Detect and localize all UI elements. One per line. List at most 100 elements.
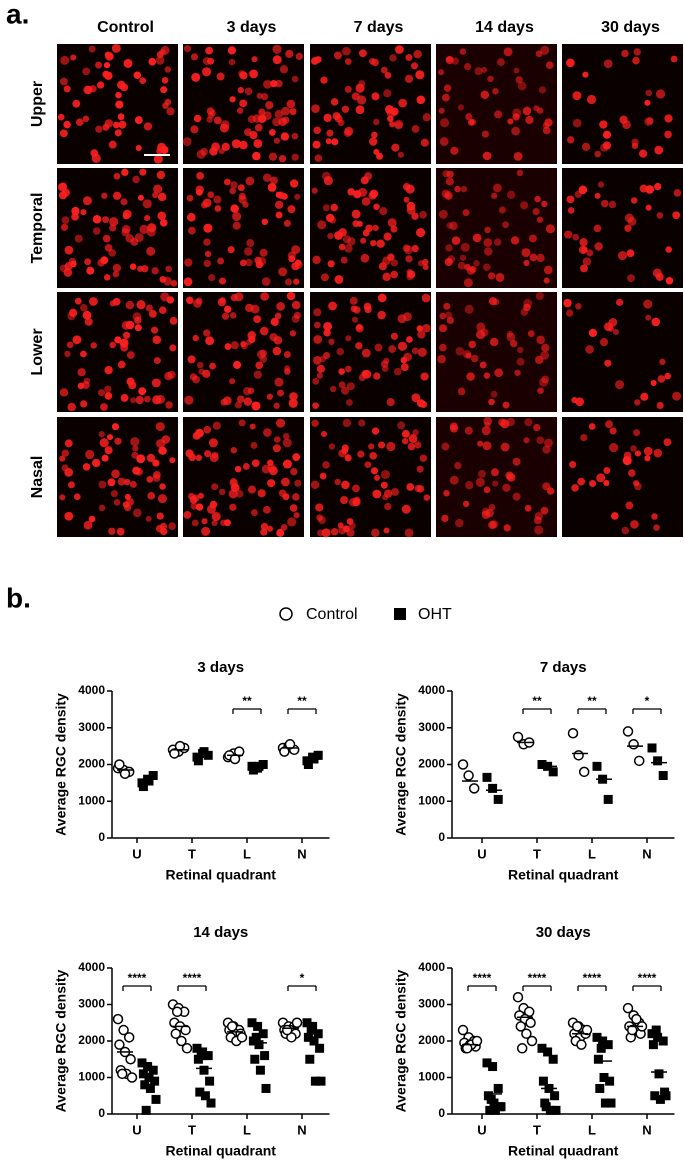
cell [415, 70, 425, 80]
cell [406, 269, 413, 276]
cell [481, 426, 491, 436]
cell [492, 480, 499, 487]
cell [112, 270, 120, 278]
cell [59, 388, 69, 397]
cell [405, 255, 413, 263]
cell [245, 303, 254, 313]
cell [60, 223, 69, 231]
cell [621, 526, 630, 535]
cell [290, 468, 298, 476]
cell [186, 296, 194, 305]
cell [507, 118, 514, 125]
cell [129, 481, 137, 488]
cell [326, 129, 334, 137]
cell [118, 120, 127, 129]
micrograph-background [436, 292, 557, 412]
cell [663, 438, 672, 447]
data-point [512, 991, 524, 1003]
cell [633, 48, 641, 56]
cell [239, 71, 248, 80]
cell [462, 209, 470, 217]
cell [121, 228, 130, 237]
cell [280, 132, 290, 141]
cell [437, 69, 445, 76]
cell [122, 501, 130, 508]
data-point [512, 731, 524, 743]
data-point [463, 770, 474, 781]
cell [220, 519, 227, 526]
cell [381, 365, 389, 372]
cell [401, 429, 410, 438]
cell [188, 226, 196, 235]
cell [542, 126, 551, 135]
cell [579, 238, 588, 247]
cell [512, 492, 521, 501]
significance-label: **** [128, 971, 147, 985]
data-point [543, 1047, 553, 1057]
cell [515, 76, 523, 84]
cell [242, 386, 252, 396]
cell [256, 92, 263, 99]
cell [496, 58, 505, 67]
cell [236, 395, 245, 403]
cell [95, 61, 103, 69]
cell [80, 350, 87, 358]
data-point [578, 766, 590, 778]
cell [74, 297, 82, 305]
cell [119, 338, 129, 348]
cell [239, 259, 247, 267]
cell [239, 99, 248, 108]
cell [230, 204, 239, 213]
cell [460, 185, 468, 193]
data-point [541, 1102, 551, 1112]
cell [659, 358, 666, 366]
cell [263, 428, 272, 437]
data-point [526, 1035, 538, 1047]
data-point [176, 1035, 187, 1047]
cell [463, 278, 473, 288]
cell [520, 201, 529, 210]
cell [373, 118, 380, 126]
cell [240, 340, 247, 348]
cell [406, 201, 416, 211]
cell [488, 520, 497, 530]
cell [540, 506, 549, 515]
cell [582, 71, 589, 78]
cell [270, 79, 278, 88]
cell [211, 483, 219, 491]
cell [498, 206, 506, 214]
cell [92, 458, 101, 468]
cell [275, 211, 283, 219]
cell [344, 244, 353, 253]
cell [586, 249, 594, 257]
cell [218, 277, 226, 285]
cell [317, 529, 324, 537]
cell [609, 427, 617, 435]
micrograph [436, 168, 557, 288]
cell [312, 140, 321, 149]
cell [60, 77, 68, 86]
cell [479, 361, 487, 369]
chart-title: 7 days [540, 659, 587, 676]
cell [113, 172, 121, 180]
legend-label: OHT [418, 606, 452, 623]
cell [543, 277, 550, 284]
cell [338, 368, 346, 375]
cell [564, 230, 573, 239]
data-point [118, 1024, 129, 1036]
cell [139, 224, 149, 234]
cell [211, 511, 221, 522]
cell [464, 426, 473, 435]
cell [263, 505, 271, 514]
cell [630, 520, 639, 529]
cell [67, 312, 76, 321]
cell [164, 66, 172, 73]
cell [360, 237, 367, 244]
cell [650, 380, 657, 387]
cell [516, 169, 524, 177]
chart-title: 3 days [197, 659, 244, 676]
cell [383, 89, 392, 98]
cell [580, 264, 588, 273]
cell [129, 263, 137, 270]
x-axis-title: Retinal quadrant [508, 1143, 619, 1159]
